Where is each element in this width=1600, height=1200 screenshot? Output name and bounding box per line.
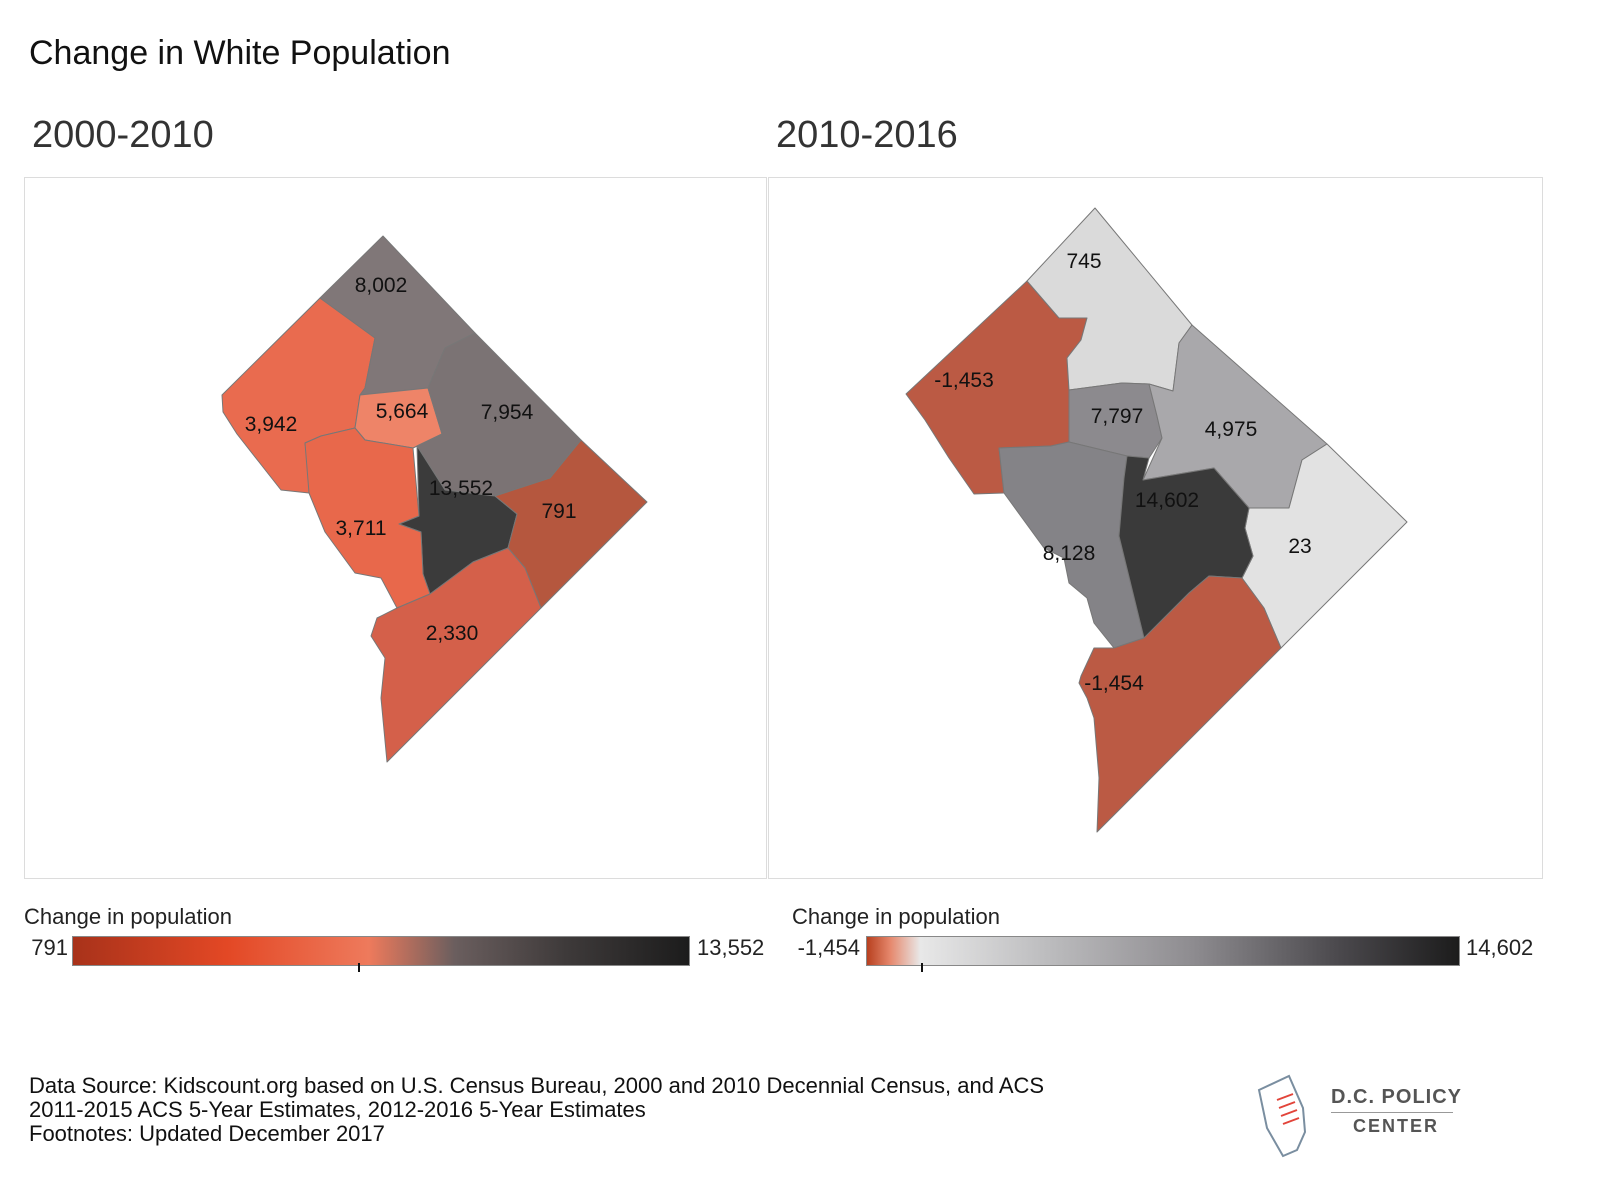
map-panel-2000-2010: 8,002 3,942 5,664 7,954 13,552 791 3,711… — [24, 177, 767, 879]
ward-value-label: 14,602 — [1135, 489, 1199, 512]
ward-value-label: 8,128 — [1043, 542, 1096, 565]
ward-value-label: 3,942 — [245, 413, 298, 436]
map-panel-2010-2016: 745 -1,453 7,797 4,975 14,602 23 8,128 -… — [768, 177, 1543, 879]
footer-line: Footnotes: Updated December 2017 — [29, 1121, 385, 1146]
chart-title: Change in White Population — [29, 34, 451, 72]
ward-value-label: 5,664 — [376, 400, 429, 423]
data-source-footer: Data Source: Kidscount.org based on U.S.… — [29, 1074, 1044, 1146]
legend-title: Change in population — [792, 904, 1000, 929]
map-subtitle-2000-2010: 2000-2010 — [32, 114, 214, 156]
logo-divider — [1331, 1112, 1453, 1113]
ward-6-region[interactable] — [370, 547, 542, 763]
ward-7-region[interactable] — [1118, 455, 1254, 639]
logo-text: CENTER — [1353, 1116, 1440, 1136]
dc-policy-center-logo: D.C. POLICY CENTER — [1253, 1072, 1473, 1162]
ward-value-label: 2,330 — [426, 622, 479, 645]
legend-color-bar — [72, 936, 690, 972]
ward-value-label: -1,453 — [934, 369, 994, 392]
legend-midpoint-tick — [358, 963, 361, 972]
ward-value-label: 4,975 — [1205, 418, 1258, 441]
legend-max-label: 13,552 — [697, 935, 765, 960]
map-svg-2010-2016: 745 -1,453 7,797 4,975 14,602 23 8,128 -… — [905, 207, 1408, 833]
ward-3-region[interactable] — [304, 427, 431, 609]
ward-value-label: 7,797 — [1091, 405, 1144, 428]
map-subtitle-2010-2016: 2010-2016 — [776, 114, 958, 156]
ward-value-label: 745 — [1066, 250, 1101, 273]
dc-map-logo-icon — [1257, 1074, 1307, 1158]
legend-min-label: -1,454 — [797, 935, 860, 960]
footer-line: 2011-2015 ACS 5-Year Estimates, 2012-201… — [29, 1097, 646, 1122]
ward-value-label: 3,711 — [336, 517, 387, 540]
ward-value-label: -1,454 — [1084, 672, 1144, 695]
legend-min-label: 791 — [31, 935, 68, 960]
map-svg-2000-2010: 8,002 3,942 5,664 7,954 13,552 791 3,711… — [221, 235, 648, 763]
logo-text: D.C. POLICY — [1331, 1086, 1463, 1108]
legend-midpoint-tick — [920, 963, 923, 972]
ward-value-label: 791 — [541, 500, 576, 523]
ward-value-label: 23 — [1288, 535, 1311, 558]
legend-color-bar — [866, 936, 1460, 972]
footer-line: Data Source: Kidscount.org based on U.S.… — [29, 1073, 1045, 1098]
ward-value-label: 7,954 — [481, 401, 534, 424]
ward-value-label: 8,002 — [355, 274, 408, 297]
ward-8-region[interactable] — [1078, 575, 1282, 833]
ward-value-label: 13,552 — [429, 477, 493, 500]
legend-title: Change in population — [24, 904, 232, 929]
legend-max-label: 14,602 — [1466, 935, 1534, 960]
